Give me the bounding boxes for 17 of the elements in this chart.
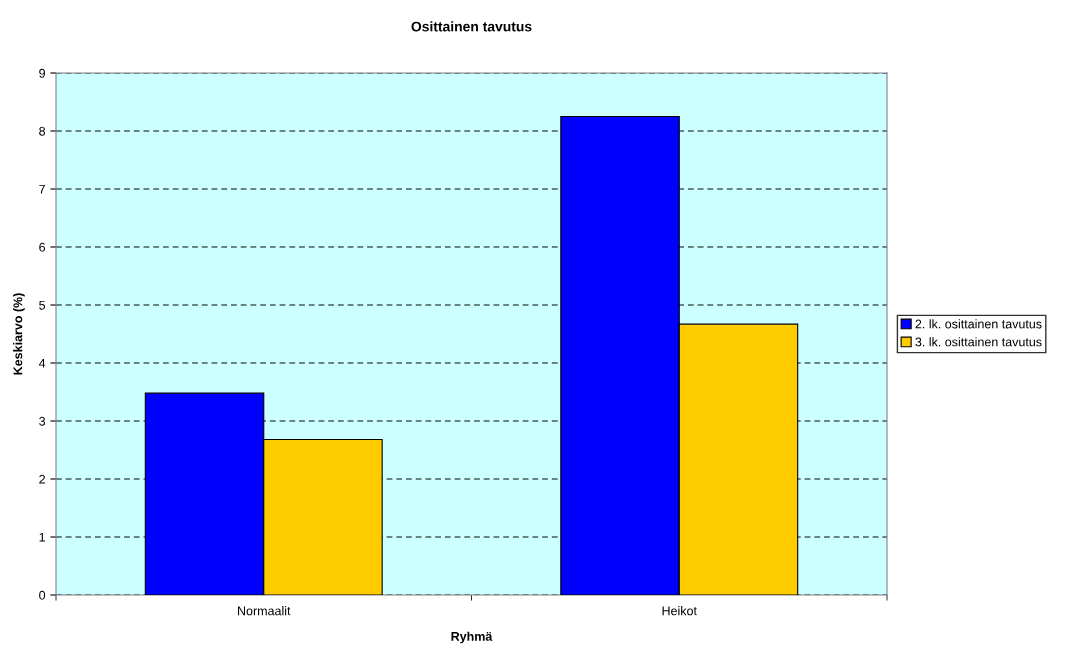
legend-label: 3. lk. osittainen tavutus bbox=[915, 337, 1042, 347]
y-tick-label: 1 bbox=[39, 532, 45, 542]
y-axis-title: Keskiarvo (%) bbox=[13, 293, 25, 375]
y-tick-label: 5 bbox=[39, 300, 46, 310]
y-tick-label: 7 bbox=[39, 184, 45, 194]
y-tick-label: 8 bbox=[39, 126, 46, 136]
legend-label: 2. lk. osittainen tavutus bbox=[915, 319, 1042, 329]
x-tick-label: Heikot bbox=[662, 606, 697, 616]
y-tick-label: 4 bbox=[38, 358, 46, 368]
y-tick-label: 9 bbox=[39, 68, 45, 78]
x-tick-label: Normaalit bbox=[238, 606, 291, 616]
y-tick-label: 3 bbox=[39, 416, 46, 426]
y-tick-label: 6 bbox=[39, 242, 46, 252]
x-axis-title: Ryhmä bbox=[451, 631, 493, 644]
y-tick-label: 0 bbox=[39, 590, 46, 600]
y-tick-label: 2 bbox=[39, 474, 45, 484]
chart-title: Osittainen tavutus bbox=[411, 21, 532, 32]
